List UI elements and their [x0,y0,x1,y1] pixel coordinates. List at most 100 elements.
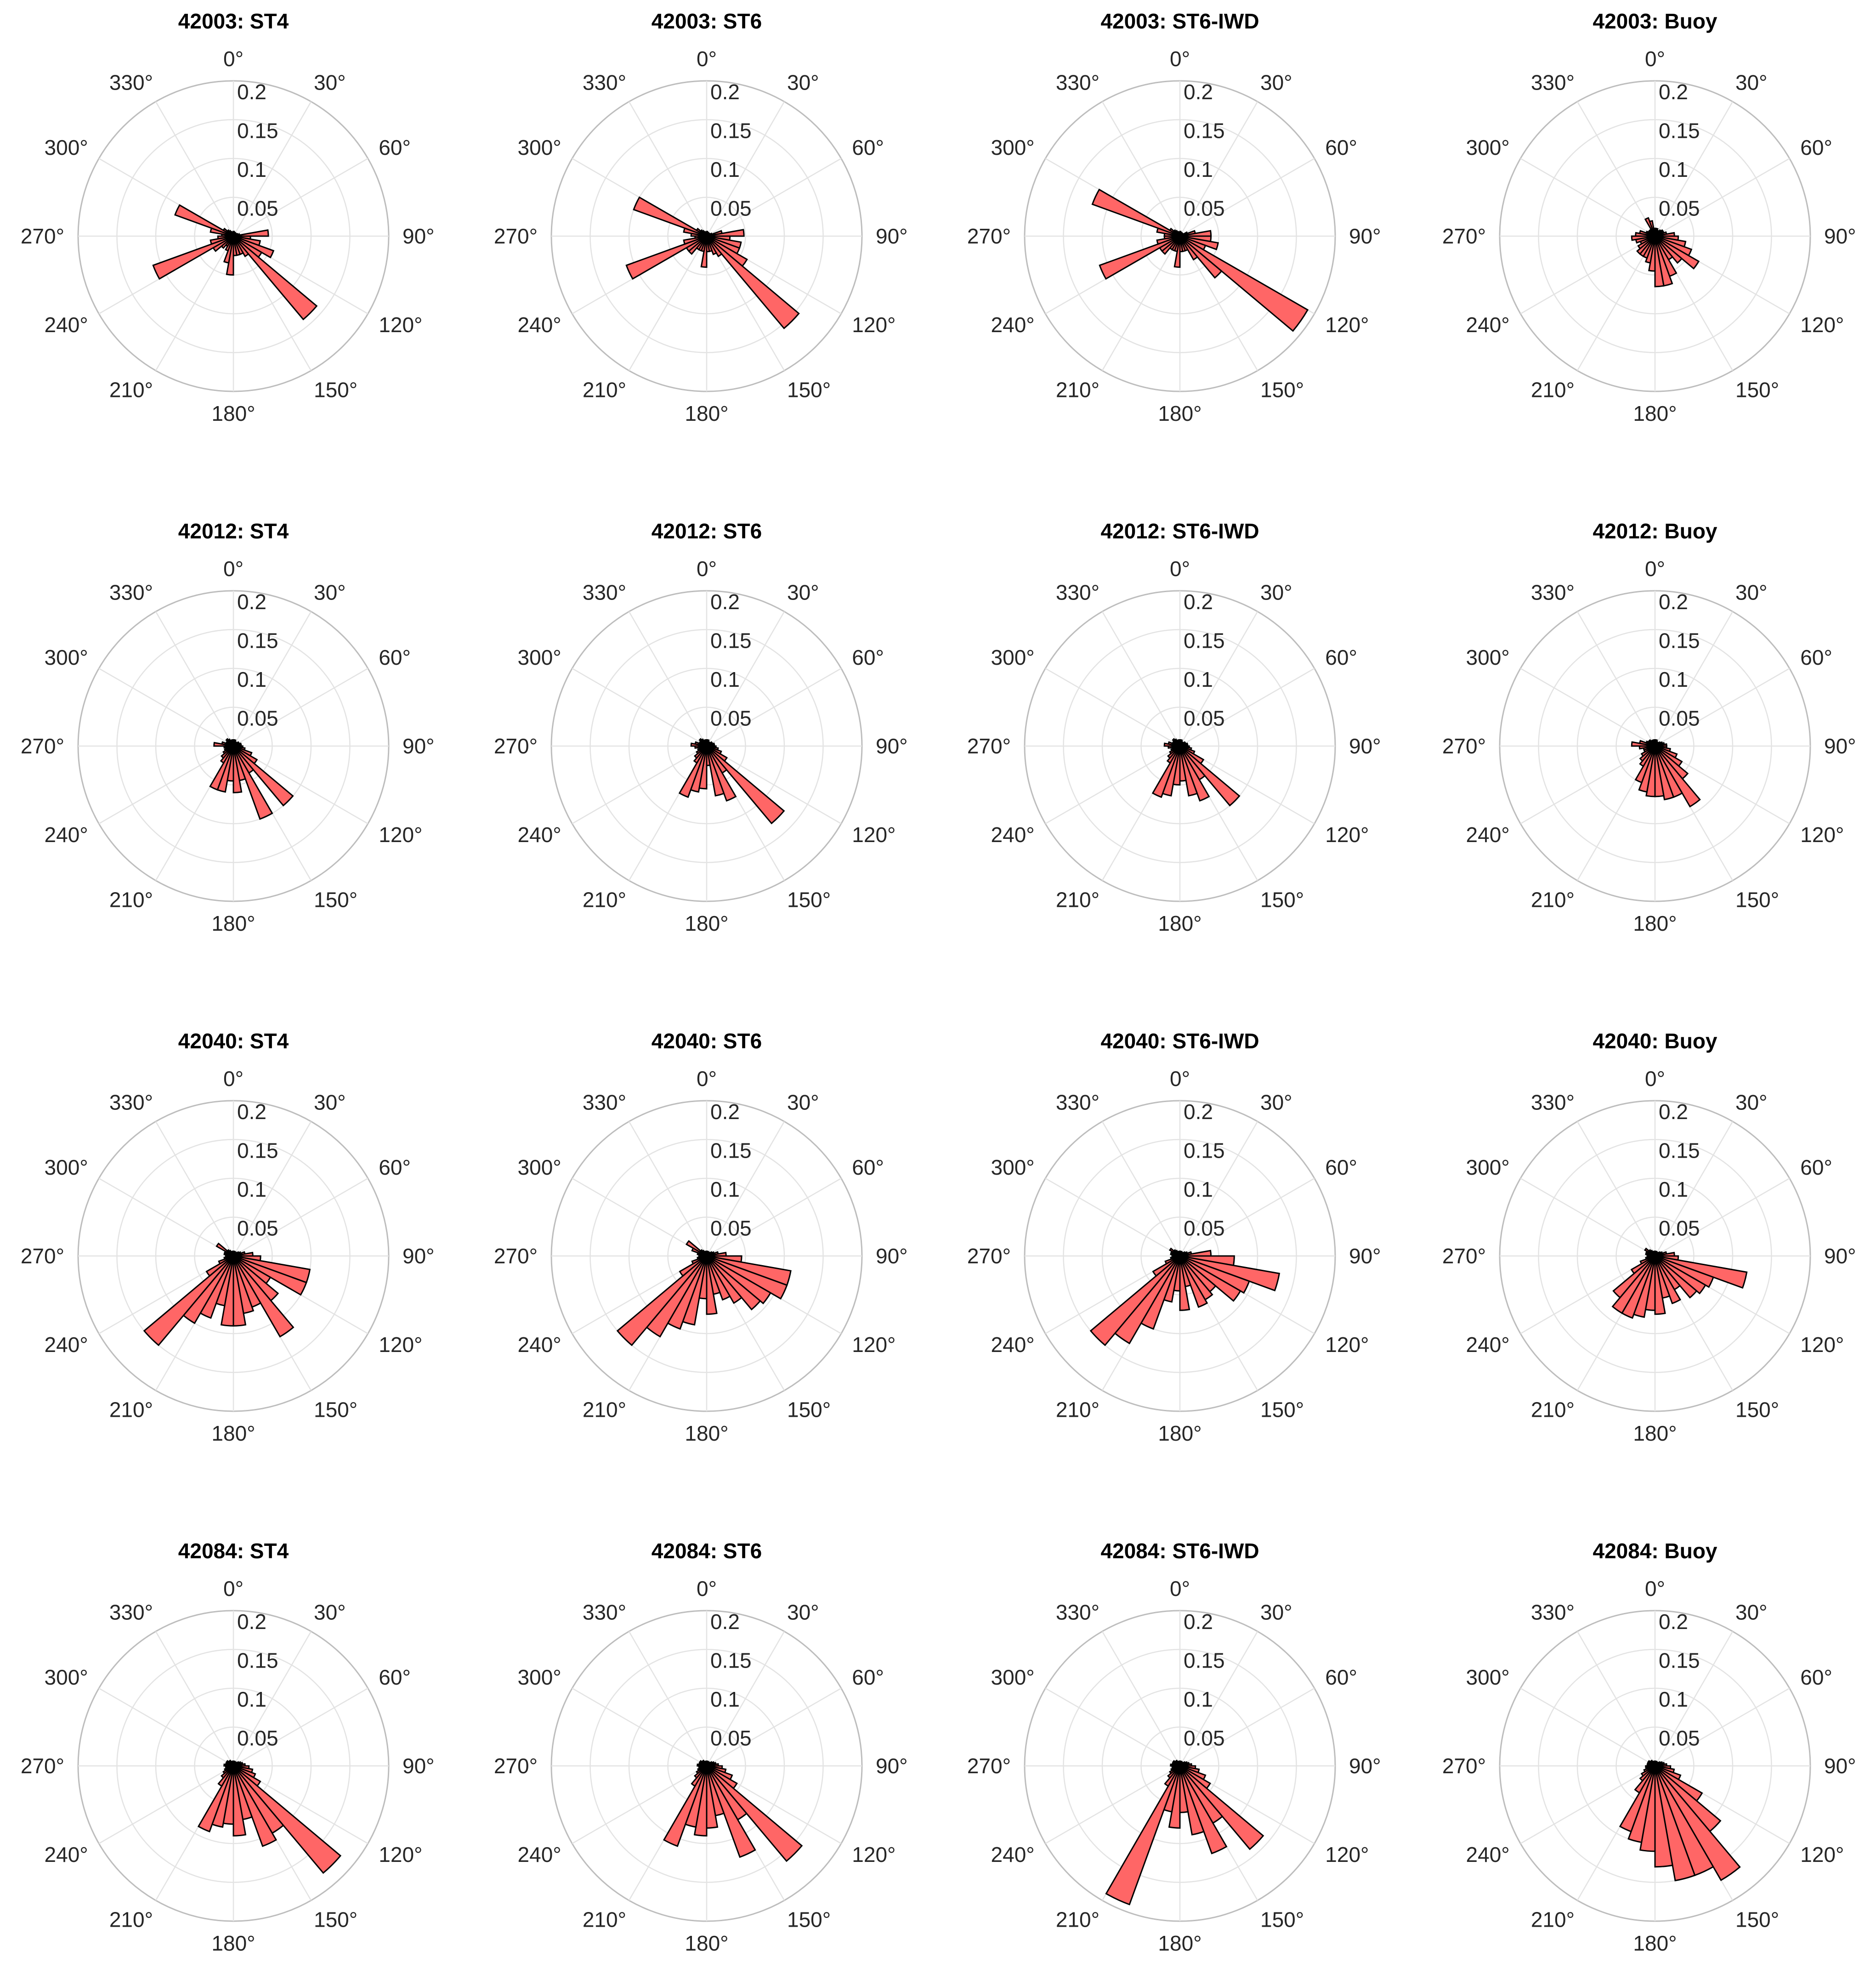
angle-tick-label: 270° [21,224,64,248]
histogram-bar [233,229,269,237]
angle-tick-label: 210° [109,1397,153,1421]
angle-tick-label: 0° [1170,1067,1190,1091]
angle-tick-label: 120° [1325,1843,1369,1867]
histogram-bar [706,229,745,237]
radial-tick-label: 0.05 [1184,707,1225,730]
radial-tick-label: 0.05 [237,707,278,730]
histogram-bar [233,1255,307,1296]
angle-tick-label: 330° [109,581,153,605]
radial-tick-label: 0.2 [1659,80,1688,104]
radial-tick-label: 0.2 [1659,1610,1688,1634]
histogram-bar [1654,1765,1673,1868]
angle-tick-label: 270° [494,734,538,758]
radial-tick-label: 0.2 [237,1100,266,1124]
angle-tick-label: 180° [1158,1421,1202,1445]
angle-tick-label: 330° [109,1601,153,1624]
radial-tick-label: 0.1 [710,1687,740,1711]
histogram-bar [1653,227,1656,237]
histogram-bar [1630,1255,1655,1275]
angle-tick-label: 270° [1442,1754,1486,1778]
angle-tick-label: 300° [45,136,88,159]
polar-grid-spoke [98,1687,234,1767]
angle-tick-label: 120° [1800,1333,1844,1357]
polar-panel: 0.05 0.1 0.15 0.2 0° 30° 60° 90° 120° 150° 180° 210… [21,1029,435,1445]
radial-tick-label: 0.2 [237,80,266,104]
angle-tick-label: 270° [21,1754,64,1778]
angle-tick-label: 330° [583,581,626,605]
polar-grid-spoke [232,611,312,747]
angle-tick-label: 150° [1735,1397,1779,1421]
histogram-bar [1156,235,1180,245]
radial-tick-label: 0.1 [710,158,740,181]
polar-grid-spoke [1520,745,1655,825]
histogram-bar [1654,1765,1696,1882]
histogram-bar [1653,1760,1656,1766]
angle-tick-label: 330° [1531,1601,1575,1624]
chart-title: 42040: Buoy [1593,1029,1717,1053]
angle-tick-label: 300° [1466,1665,1510,1689]
radial-tick-label: 0.1 [1184,158,1213,181]
polar-grid-spoke [1101,101,1181,237]
angle-tick-label: 330° [109,71,153,95]
angle-tick-label: 150° [314,378,357,402]
polar-panel: 0.05 0.1 0.15 0.2 0° 30° 60° 90° 120° 150° 180° 210… [967,1029,1381,1445]
polar-grid-spoke [628,1631,708,1766]
histogram-bar [706,1765,803,1862]
polar-panel: 0.05 0.1 0.15 0.2 0° 30° 60° 90° 120° 150° 180° 210… [21,9,435,425]
angle-tick-label: 150° [1260,1397,1304,1421]
radial-tick-label: 0.1 [1184,1177,1213,1201]
polar-grid-spoke [1179,1121,1258,1256]
angle-tick-label: 300° [518,1155,561,1179]
angle-tick-label: 270° [967,1754,1011,1778]
radial-tick-label: 0.2 [237,590,266,614]
polar-grid-spoke [233,1687,368,1767]
polar-panel: 0.05 0.1 0.15 0.2 0° 30° 60° 90° 120° 150° 180° 210… [1442,519,1856,935]
histogram-bar [1612,1255,1656,1299]
histogram-bar [1654,236,1665,288]
chart-title: 42012: ST4 [178,519,289,543]
polar-grid-spoke [1655,1687,1790,1767]
histogram-bar [232,746,273,820]
polar-grid-spoke [1576,236,1656,371]
polar-grid-spoke [98,667,234,747]
angle-tick-label: 60° [379,645,411,669]
polar-grid-spoke [706,1631,785,1766]
radial-tick-label: 0.2 [237,1610,266,1634]
radial-tick-label: 0.15 [237,119,278,143]
polar-grid-spoke [1101,236,1181,371]
angle-tick-label: 240° [45,823,88,847]
histogram-bar [1152,1255,1180,1277]
angle-tick-label: 300° [45,645,88,669]
polar-grid-spoke [1179,1177,1315,1257]
polar-panel: 0.05 0.1 0.15 0.2 0° 30° 60° 90° 120° 150° 180° 210… [494,1029,908,1445]
polar-grid-spoke [98,745,234,825]
chart-title: 42084: ST6-IWD [1100,1539,1259,1563]
angle-tick-label: 240° [45,313,88,337]
chart-title: 42012: ST6-IWD [1100,519,1259,543]
radial-tick-label: 0.05 [710,1726,752,1750]
radial-tick-label: 0.05 [1184,197,1225,221]
radial-tick-label: 0.15 [710,119,752,143]
histogram-bar [1178,1250,1181,1256]
histogram-bar [205,1255,234,1277]
angle-tick-label: 60° [1325,1155,1357,1179]
angle-tick-label: 120° [1800,313,1844,337]
angle-tick-label: 210° [1531,888,1575,911]
angle-tick-label: 270° [1442,734,1486,758]
angle-tick-label: 90° [402,734,435,758]
angle-tick-label: 60° [1800,645,1832,669]
polar-grid-spoke [1655,1177,1790,1257]
polar-grid-spoke [233,158,368,237]
polar-grid-spoke [572,667,707,747]
radial-tick-label: 0.2 [1184,1610,1213,1634]
angle-tick-label: 120° [1800,1843,1844,1867]
polar-grid-spoke [1655,667,1790,747]
histogram-bar [1178,1760,1181,1766]
angle-tick-label: 330° [1056,71,1100,95]
angle-tick-label: 0° [1170,47,1190,71]
angle-tick-label: 270° [21,734,64,758]
angle-tick-label: 330° [583,1091,626,1114]
polar-grid-spoke [572,1177,707,1257]
polar-grid-spoke [706,667,842,747]
polar-grid-spoke [572,1687,707,1767]
